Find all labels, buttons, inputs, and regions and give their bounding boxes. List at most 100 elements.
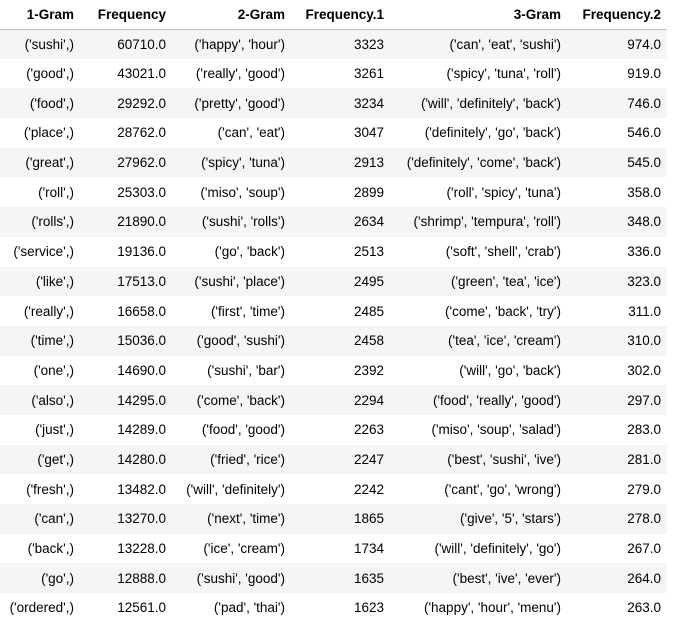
cell-frequency-2: 546.0 xyxy=(627,125,661,141)
table-body: ('sushi',) 60710.0 ('happy', 'hour') 3323 ('… xyxy=(0,29,667,623)
cell-1-gram: ('get',) xyxy=(37,451,74,467)
cell-1-gram: ('also',) xyxy=(31,392,74,408)
table-row: ('good',) 43021.0 ('really', 'good') 3261 ('… xyxy=(0,59,667,89)
cell-2-gram: ('come', 'back') xyxy=(196,392,285,408)
cell-2-gram: ('can', 'eat') xyxy=(217,125,285,141)
cell-frequency-2: 919.0 xyxy=(627,66,661,82)
cell-frequency-2: 263.0 xyxy=(627,600,661,616)
cell-frequency-1: 1623 xyxy=(353,600,384,616)
cell-frequency-1: 2513 xyxy=(353,244,384,260)
cell-frequency: 15036.0 xyxy=(117,333,166,349)
cell-frequency-1: 1635 xyxy=(353,570,384,586)
cell-1-gram: ('service',) xyxy=(13,244,74,260)
cell-frequency: 60710.0 xyxy=(117,36,166,52)
cell-frequency: 12561.0 xyxy=(117,600,166,616)
cell-3-gram: ('green', 'tea', 'ice') xyxy=(450,273,561,289)
header-frequency: Frequency xyxy=(80,0,172,30)
cell-2-gram: ('good', 'sushi') xyxy=(196,333,285,349)
cell-1-gram: ('good',) xyxy=(26,66,74,82)
cell-frequency-1: 2294 xyxy=(353,392,384,408)
cell-1-gram: ('great',) xyxy=(25,155,74,171)
cell-frequency: 14289.0 xyxy=(117,422,166,438)
cell-3-gram: ('roll', 'spicy', 'tuna') xyxy=(446,184,562,200)
cell-2-gram: ('next', 'time') xyxy=(207,511,285,527)
cell-frequency: 21890.0 xyxy=(117,214,166,230)
cell-frequency-2: 746.0 xyxy=(627,95,661,111)
cell-3-gram: ('cant', 'go', 'wrong') xyxy=(444,481,561,497)
cell-frequency: 19136.0 xyxy=(117,244,166,260)
cell-1-gram: ('place',) xyxy=(23,125,74,141)
cell-frequency-1: 2913 xyxy=(353,155,384,171)
cell-2-gram: ('sushi', 'bar') xyxy=(207,362,285,378)
cell-frequency-1: 2242 xyxy=(353,481,384,497)
cell-frequency: 28762.0 xyxy=(117,125,166,141)
cell-3-gram: ('happy', 'hour', 'menu') xyxy=(423,600,561,616)
cell-frequency-1: 2899 xyxy=(353,184,384,200)
cell-1-gram: ('time',) xyxy=(30,333,74,349)
table-row: ('time',) 15036.0 ('good', 'sushi') 2458 ('t… xyxy=(0,325,667,356)
cell-1-gram: ('back',) xyxy=(27,541,74,557)
cell-3-gram: ('tea', 'ice', 'cream') xyxy=(448,333,561,349)
cell-1-gram: ('go',) xyxy=(41,570,74,586)
cell-frequency-2: 348.0 xyxy=(627,214,661,230)
header-3-gram: 3-Gram xyxy=(390,0,567,30)
cell-frequency: 43021.0 xyxy=(117,66,166,82)
cell-frequency: 14295.0 xyxy=(117,392,166,408)
cell-frequency-1: 2263 xyxy=(353,422,384,438)
cell-frequency: 12888.0 xyxy=(117,570,166,586)
cell-2-gram: ('pretty', 'good') xyxy=(194,95,285,111)
cell-frequency-2: 297.0 xyxy=(627,392,661,408)
cell-2-gram: ('sushi', 'rolls') xyxy=(201,214,285,230)
cell-2-gram: ('really', 'good') xyxy=(195,66,285,82)
header-1-gram: 1-Gram xyxy=(0,0,80,30)
cell-2-gram: ('sushi', 'place') xyxy=(194,273,285,289)
table-row: ('great',) 27962.0 ('spicy', 'tuna') 2913 ('… xyxy=(0,147,667,178)
cell-1-gram: ('one',) xyxy=(33,362,74,378)
cell-frequency-2: 311.0 xyxy=(628,303,661,319)
table-row: ('just',) 14289.0 ('food', 'good') 2263 ('mi… xyxy=(0,415,667,445)
cell-frequency-2: 302.0 xyxy=(627,362,661,378)
table-row: ('rolls',) 21890.0 ('sushi', 'rolls') 2634 (… xyxy=(0,207,667,237)
cell-frequency: 13482.0 xyxy=(117,481,166,497)
cell-2-gram: ('go', 'back') xyxy=(214,244,285,260)
cell-3-gram: ('will', 'definitely', 'back') xyxy=(420,95,561,111)
table-row: ('go',) 12888.0 ('sushi', 'good') 1635 ('bes… xyxy=(0,563,667,594)
cell-1-gram: ('really',) xyxy=(23,303,74,319)
table-row: ('sushi',) 60710.0 ('happy', 'hour') 3323 ('… xyxy=(0,29,667,59)
table-row: ('food',) 29292.0 ('pretty', 'good') 3234 ('… xyxy=(0,88,667,119)
cell-3-gram: ('spicy', 'tuna', 'roll') xyxy=(446,66,562,82)
cell-2-gram: ('miso', 'soup') xyxy=(200,184,285,200)
table-row: ('place',) 28762.0 ('can', 'eat') 3047 ('def… xyxy=(0,118,667,148)
cell-3-gram: ('will', 'go', 'back') xyxy=(459,362,561,378)
cell-2-gram: ('spicy', 'tuna') xyxy=(201,155,285,171)
cell-2-gram: ('pad', 'thai') xyxy=(213,600,285,616)
cell-frequency-1: 2485 xyxy=(353,303,384,319)
table-row: ('also',) 14295.0 ('come', 'back') 2294 ('fo… xyxy=(0,385,667,415)
cell-1-gram: ('rolls',) xyxy=(31,214,74,230)
cell-frequency: 17513.0 xyxy=(117,273,166,289)
cell-frequency-1: 3047 xyxy=(353,125,384,141)
cell-frequency-2: 283.0 xyxy=(627,422,661,438)
cell-3-gram: ('best', 'sushi', 'ive') xyxy=(447,451,561,467)
cell-frequency: 25303.0 xyxy=(117,184,166,200)
cell-1-gram: ('can',) xyxy=(34,511,74,527)
cell-3-gram: ('food', 'really', 'good') xyxy=(432,392,561,408)
cell-1-gram: ('roll',) xyxy=(38,184,74,200)
cell-frequency: 13270.0 xyxy=(117,511,166,527)
table-row: ('one',) 14690.0 ('sushi', 'bar') 2392 ('wil… xyxy=(0,356,667,386)
cell-frequency-1: 3323 xyxy=(353,36,384,52)
table-row: ('service',) 19136.0 ('go', 'back') 2513 ('s… xyxy=(0,237,667,267)
cell-frequency-2: 358.0 xyxy=(627,184,661,200)
table-row: ('can',) 13270.0 ('next', 'time') 1865 ('giv… xyxy=(0,504,667,534)
cell-frequency: 14690.0 xyxy=(117,362,166,378)
cell-3-gram: ('can', 'eat', 'sushi') xyxy=(449,36,561,52)
cell-1-gram: ('food',) xyxy=(29,95,74,111)
cell-frequency: 27962.0 xyxy=(117,155,166,171)
table-header: 1-Gram Frequency 2-Gram Frequency.1 3-Gr… xyxy=(0,0,667,30)
table-row: ('really',) 16658.0 ('first', 'time') 2485 (… xyxy=(0,296,667,326)
cell-1-gram: ('just',) xyxy=(35,422,74,438)
cell-frequency-1: 2634 xyxy=(353,214,384,230)
cell-2-gram: ('ice', 'cream') xyxy=(203,541,285,557)
cell-1-gram: ('sushi',) xyxy=(24,36,74,52)
